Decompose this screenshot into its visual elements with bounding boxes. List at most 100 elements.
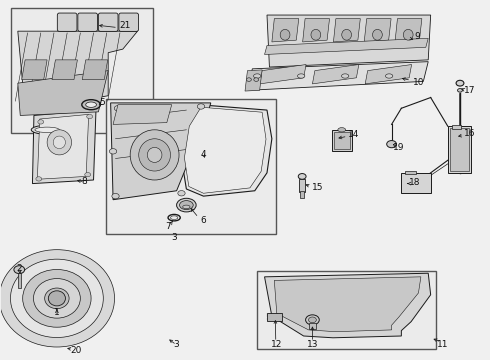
Ellipse shape (342, 74, 349, 78)
Bar (257, 271, 436, 348)
Polygon shape (111, 103, 211, 200)
Text: 5: 5 (99, 98, 105, 107)
Ellipse shape (338, 128, 345, 132)
Text: 14: 14 (348, 130, 359, 139)
Text: 17: 17 (464, 86, 475, 95)
Ellipse shape (87, 114, 93, 119)
Ellipse shape (10, 259, 103, 338)
Polygon shape (18, 31, 138, 110)
Text: 16: 16 (464, 129, 475, 138)
Bar (267, 313, 282, 320)
Text: 10: 10 (413, 78, 424, 87)
Bar (11, 8, 153, 134)
Bar (299, 179, 305, 192)
Text: 18: 18 (409, 178, 421, 187)
Polygon shape (260, 64, 306, 84)
FancyBboxPatch shape (57, 13, 77, 31)
Text: 6: 6 (200, 216, 206, 225)
Text: 9: 9 (414, 32, 420, 41)
Polygon shape (364, 19, 391, 42)
Ellipse shape (197, 104, 205, 109)
Text: 15: 15 (312, 183, 323, 192)
Ellipse shape (298, 174, 306, 179)
Polygon shape (37, 114, 89, 179)
Ellipse shape (403, 30, 413, 40)
Bar (334, 132, 349, 149)
Ellipse shape (387, 140, 396, 148)
Polygon shape (18, 71, 108, 116)
Ellipse shape (38, 120, 44, 124)
Ellipse shape (178, 190, 185, 196)
Ellipse shape (33, 279, 80, 318)
Ellipse shape (23, 270, 91, 327)
Ellipse shape (456, 80, 464, 86)
Polygon shape (82, 60, 108, 80)
FancyBboxPatch shape (98, 13, 118, 31)
Ellipse shape (179, 201, 193, 210)
Polygon shape (245, 70, 262, 91)
Polygon shape (365, 64, 412, 84)
Text: 13: 13 (307, 341, 318, 350)
Polygon shape (333, 19, 360, 42)
Text: 8: 8 (82, 177, 88, 186)
Polygon shape (267, 15, 431, 67)
Ellipse shape (85, 172, 91, 177)
Ellipse shape (31, 125, 63, 134)
Ellipse shape (297, 74, 305, 78)
Bar (309, 323, 317, 329)
Polygon shape (303, 19, 330, 42)
Polygon shape (113, 105, 172, 125)
Text: 19: 19 (393, 143, 405, 152)
Ellipse shape (176, 198, 196, 212)
Text: 1: 1 (54, 308, 60, 317)
Text: 21: 21 (120, 21, 131, 30)
Ellipse shape (309, 317, 317, 323)
Ellipse shape (311, 30, 321, 40)
Ellipse shape (86, 102, 97, 107)
Bar (300, 191, 304, 198)
Ellipse shape (14, 266, 24, 274)
Polygon shape (52, 60, 77, 80)
Text: 20: 20 (71, 346, 82, 355)
Ellipse shape (45, 288, 69, 309)
Ellipse shape (253, 74, 261, 78)
Ellipse shape (147, 147, 162, 162)
Ellipse shape (130, 130, 179, 180)
Text: 11: 11 (437, 341, 449, 350)
Polygon shape (181, 105, 272, 196)
Bar (18, 273, 21, 288)
Ellipse shape (49, 291, 66, 306)
Ellipse shape (372, 30, 382, 40)
Polygon shape (395, 19, 422, 42)
Text: 7: 7 (166, 222, 171, 231)
Text: 2: 2 (17, 265, 22, 274)
Ellipse shape (112, 193, 119, 199)
Polygon shape (32, 110, 96, 184)
Bar (405, 171, 416, 174)
Bar (106, 99, 276, 234)
Ellipse shape (47, 130, 72, 155)
Polygon shape (184, 107, 266, 193)
Ellipse shape (306, 315, 319, 325)
Ellipse shape (254, 78, 259, 81)
Ellipse shape (0, 250, 115, 347)
Polygon shape (272, 19, 299, 42)
Bar (450, 128, 469, 171)
Bar (452, 125, 462, 129)
Polygon shape (313, 64, 359, 84)
Text: 12: 12 (271, 341, 282, 350)
Bar (332, 130, 351, 151)
Ellipse shape (386, 74, 393, 78)
FancyBboxPatch shape (119, 13, 139, 31)
Polygon shape (247, 62, 428, 90)
FancyBboxPatch shape (78, 13, 98, 31)
Ellipse shape (36, 177, 42, 181)
Text: 3: 3 (174, 341, 179, 350)
Bar (401, 173, 431, 193)
Polygon shape (22, 60, 47, 80)
Ellipse shape (246, 78, 251, 81)
Polygon shape (274, 277, 421, 332)
Bar (448, 126, 471, 173)
Ellipse shape (53, 136, 66, 149)
Text: 4: 4 (201, 150, 206, 159)
